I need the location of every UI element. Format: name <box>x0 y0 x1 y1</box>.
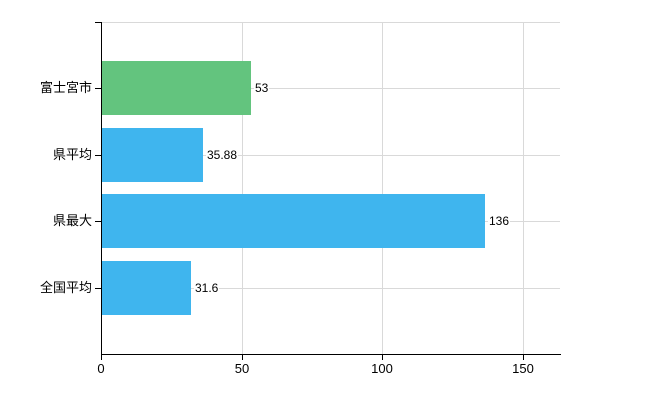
gridline-vertical <box>382 22 383 354</box>
y-axis-tick <box>95 22 101 23</box>
x-tick-label: 150 <box>512 361 534 376</box>
y-axis <box>101 22 102 355</box>
gridline-horizontal <box>101 22 560 23</box>
gridline-horizontal <box>101 155 560 156</box>
category-label: 県最大 <box>52 213 92 228</box>
category-label: 全国平均 <box>39 280 92 295</box>
gridline-horizontal <box>101 88 560 89</box>
x-axis-tick <box>242 355 243 360</box>
x-tick-label: 50 <box>234 361 250 376</box>
x-axis-tick <box>101 355 102 360</box>
gridline-horizontal <box>101 288 560 289</box>
gridline-vertical <box>523 22 524 354</box>
x-tick-label: 100 <box>371 361 393 376</box>
x-axis-tick <box>382 355 383 360</box>
bar <box>102 194 485 248</box>
y-axis-tick <box>95 155 101 156</box>
category-label: 富士宮市 <box>39 80 92 95</box>
category-label: 県平均 <box>52 147 92 162</box>
bar <box>102 261 191 315</box>
x-axis <box>101 354 561 355</box>
y-axis-tick <box>95 221 101 222</box>
bar <box>102 128 203 182</box>
gridline-vertical <box>242 22 243 354</box>
x-axis-tick <box>523 355 524 360</box>
bar-value-label: 136 <box>488 212 511 230</box>
x-tick-label: 0 <box>97 361 105 376</box>
bar-value-label: 53 <box>254 79 270 97</box>
bar-value-label: 31.6 <box>194 279 220 297</box>
bar <box>102 61 251 115</box>
y-axis-tick <box>95 88 101 89</box>
y-axis-tick <box>95 288 101 289</box>
bar-value-label: 35.88 <box>206 146 239 164</box>
